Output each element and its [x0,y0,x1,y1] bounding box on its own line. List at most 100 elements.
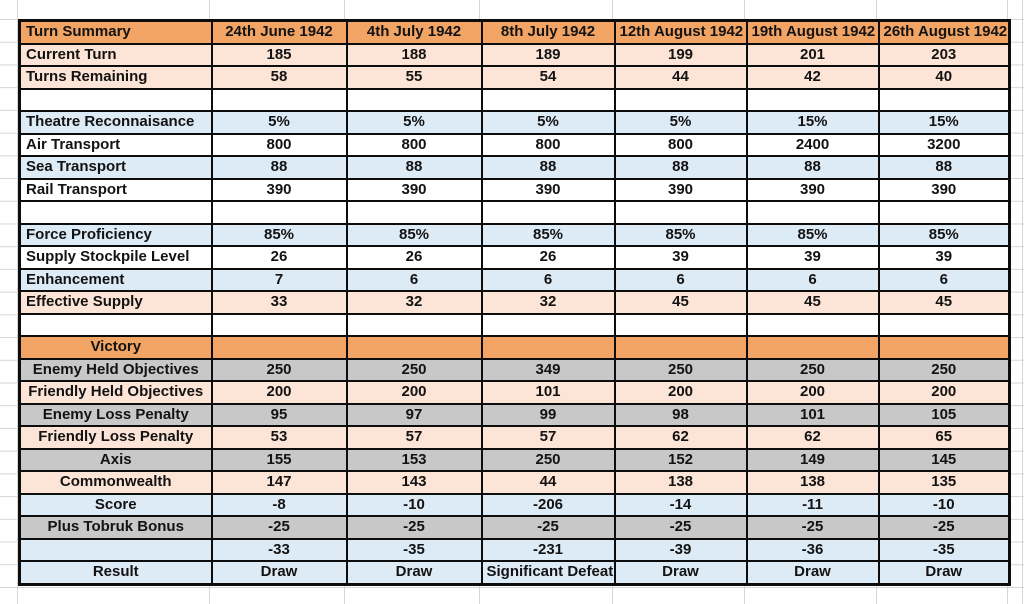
value-cell[interactable]: 39 [877,245,1011,270]
row-label-cell[interactable]: Friendly Loss Penalty [18,425,213,450]
value-cell[interactable] [613,312,748,337]
value-cell[interactable] [877,335,1011,360]
value-cell[interactable]: 15% [745,110,880,135]
value-cell[interactable]: 105 [877,402,1011,427]
value-cell[interactable]: 6 [877,267,1011,292]
value-cell[interactable] [745,87,880,112]
value-cell[interactable]: 101 [480,380,616,405]
value-cell[interactable]: 3200 [877,132,1011,157]
value-cell[interactable] [613,200,748,225]
value-cell[interactable]: 101 [745,402,880,427]
value-cell[interactable]: 138 [613,470,748,495]
value-cell[interactable]: 5% [345,110,483,135]
value-cell[interactable]: Draw [745,560,880,585]
value-cell[interactable]: 188 [345,42,483,67]
row-label-cell[interactable]: Victory [18,335,213,360]
value-cell[interactable]: 39 [745,245,880,270]
value-cell[interactable]: 88 [210,155,348,180]
value-cell[interactable]: Draw [613,560,748,585]
value-cell[interactable] [745,200,880,225]
row-label-cell[interactable]: Air Transport [18,132,213,157]
value-cell[interactable]: 88 [745,155,880,180]
value-cell[interactable] [210,335,348,360]
value-cell[interactable]: 390 [745,177,880,202]
value-cell[interactable] [210,312,348,337]
value-cell[interactable]: 200 [745,380,880,405]
value-cell[interactable]: 95 [210,402,348,427]
value-cell[interactable]: 53 [210,425,348,450]
value-cell[interactable]: 203 [877,42,1011,67]
value-cell[interactable]: 250 [745,357,880,382]
value-cell[interactable]: 199 [613,42,748,67]
value-cell[interactable] [480,335,616,360]
value-cell[interactable] [877,312,1011,337]
value-cell[interactable]: Significant Defeat [480,560,616,585]
value-cell[interactable]: 62 [745,425,880,450]
value-cell[interactable]: 85% [877,222,1011,247]
value-cell[interactable]: 6 [480,267,616,292]
value-cell[interactable]: 7 [210,267,348,292]
value-cell[interactable]: 800 [345,132,483,157]
value-cell[interactable]: -8 [210,492,348,517]
date-header-cell[interactable]: 19th August 1942 [745,19,880,45]
row-label-cell[interactable]: Axis [18,447,213,472]
value-cell[interactable] [345,87,483,112]
value-cell[interactable]: 97 [345,402,483,427]
value-cell[interactable] [877,87,1011,112]
date-header-cell[interactable]: 24th June 1942 [210,19,348,45]
value-cell[interactable]: 85% [345,222,483,247]
value-cell[interactable] [480,200,616,225]
value-cell[interactable] [613,87,748,112]
value-cell[interactable]: -25 [210,515,348,540]
value-cell[interactable]: -25 [345,515,483,540]
value-cell[interactable]: 39 [613,245,748,270]
value-cell[interactable]: 5% [613,110,748,135]
value-cell[interactable]: 152 [613,447,748,472]
value-cell[interactable]: -11 [745,492,880,517]
value-cell[interactable]: -10 [345,492,483,517]
value-cell[interactable]: 153 [345,447,483,472]
value-cell[interactable]: 390 [480,177,616,202]
value-cell[interactable]: 85% [480,222,616,247]
value-cell[interactable]: 800 [613,132,748,157]
value-cell[interactable]: 85% [613,222,748,247]
value-cell[interactable]: 147 [210,470,348,495]
date-header-cell[interactable]: 12th August 1942 [613,19,748,45]
value-cell[interactable]: 200 [877,380,1011,405]
value-cell[interactable]: 26 [345,245,483,270]
date-header-cell[interactable]: 8th July 1942 [480,19,616,45]
value-cell[interactable]: -25 [613,515,748,540]
value-cell[interactable]: 44 [480,470,616,495]
value-cell[interactable]: 390 [877,177,1011,202]
value-cell[interactable]: 6 [745,267,880,292]
row-label-cell[interactable] [18,312,213,337]
value-cell[interactable]: 145 [877,447,1011,472]
value-cell[interactable]: -33 [210,537,348,562]
value-cell[interactable]: 349 [480,357,616,382]
row-label-cell[interactable]: Commonwealth [18,470,213,495]
value-cell[interactable]: 45 [877,290,1011,315]
value-cell[interactable]: 85% [745,222,880,247]
value-cell[interactable]: -25 [877,515,1011,540]
value-cell[interactable]: 390 [210,177,348,202]
value-cell[interactable]: Draw [345,560,483,585]
value-cell[interactable]: 189 [480,42,616,67]
value-cell[interactable]: -10 [877,492,1011,517]
value-cell[interactable]: 143 [345,470,483,495]
value-cell[interactable]: 45 [613,290,748,315]
value-cell[interactable]: 250 [210,357,348,382]
value-cell[interactable]: 800 [480,132,616,157]
value-cell[interactable]: 54 [480,65,616,90]
value-cell[interactable]: 88 [613,155,748,180]
value-cell[interactable]: 201 [745,42,880,67]
value-cell[interactable]: -35 [877,537,1011,562]
value-cell[interactable]: -36 [745,537,880,562]
value-cell[interactable] [345,200,483,225]
value-cell[interactable]: 5% [210,110,348,135]
value-cell[interactable]: 44 [613,65,748,90]
value-cell[interactable] [480,312,616,337]
value-cell[interactable] [613,335,748,360]
row-label-cell[interactable]: Enhancement [18,267,213,292]
row-label-cell[interactable]: Score [18,492,213,517]
value-cell[interactable] [745,312,880,337]
